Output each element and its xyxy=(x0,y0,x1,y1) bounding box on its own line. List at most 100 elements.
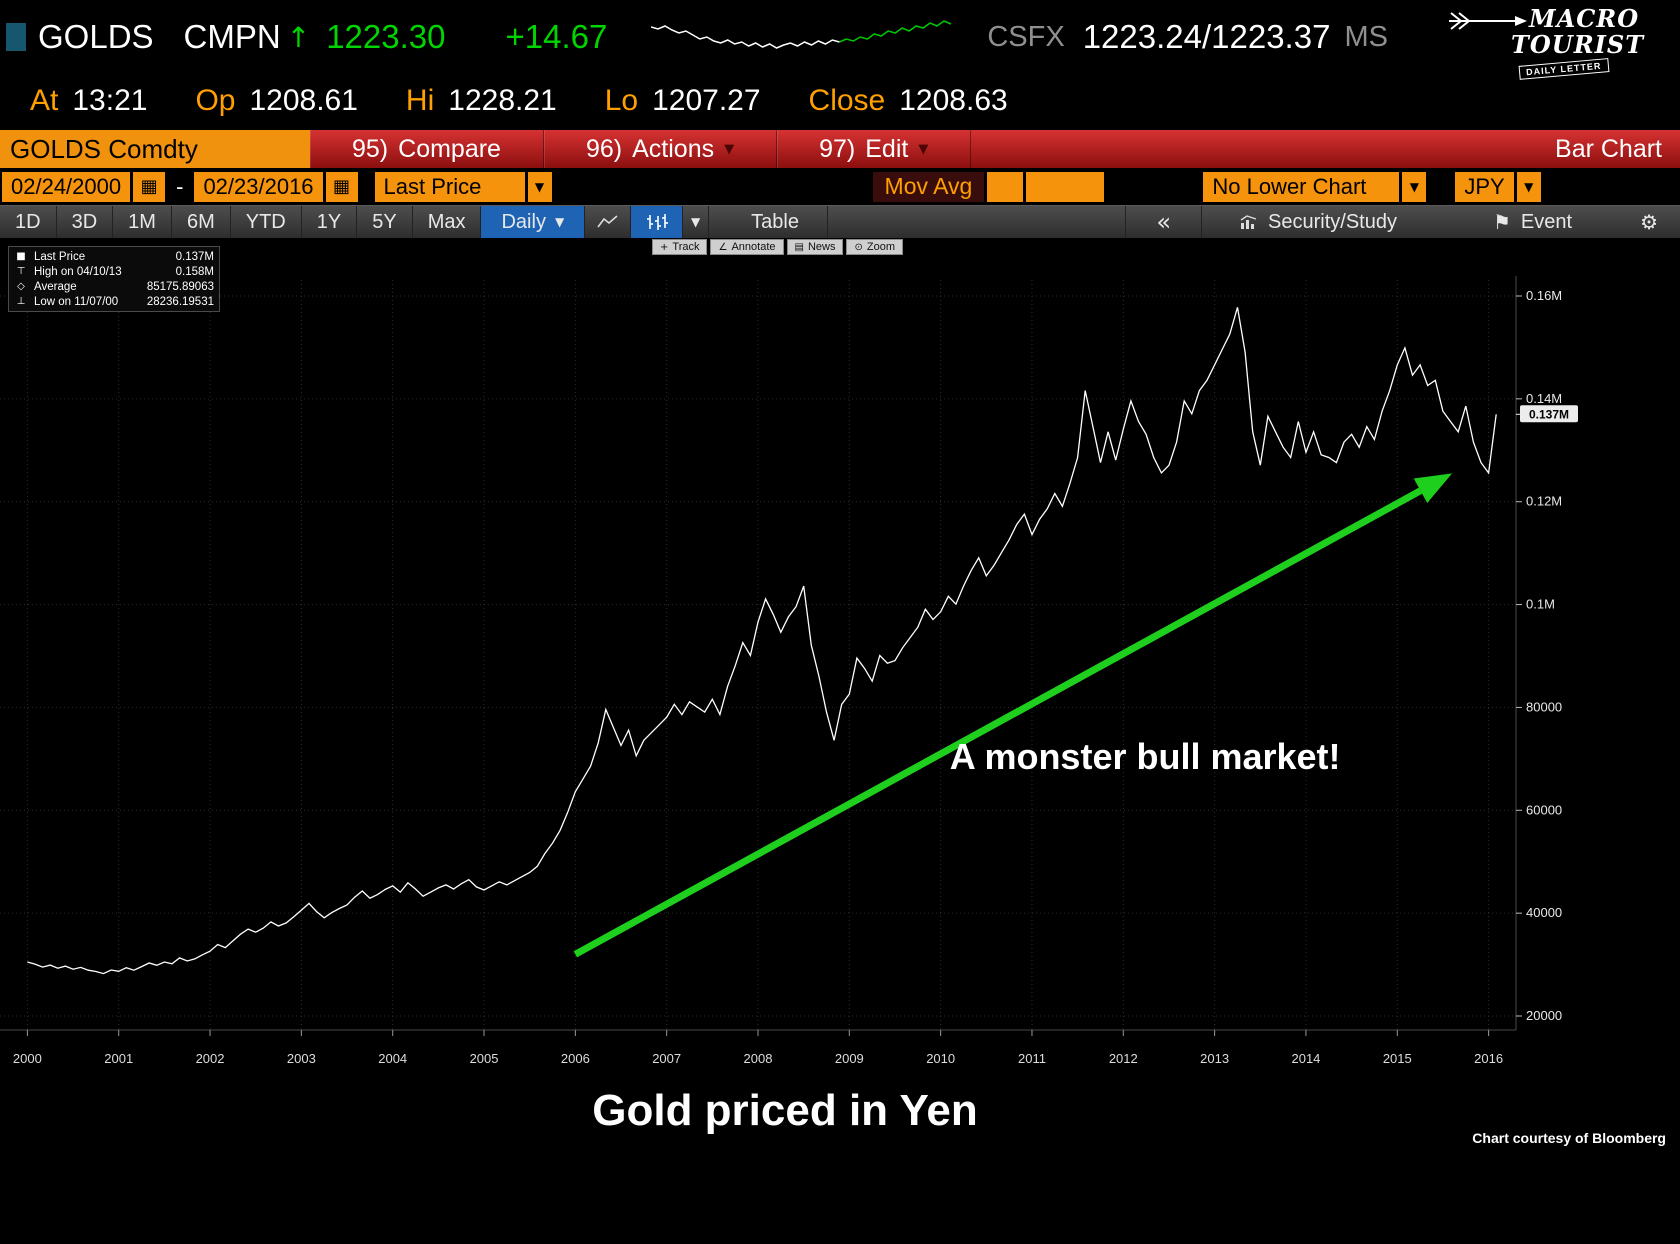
svg-text:2005: 2005 xyxy=(470,1051,499,1066)
legend-row-last-price: ■ Last Price 0.137M xyxy=(14,249,214,264)
bar-chart-button[interactable] xyxy=(631,206,684,238)
stat-close: Close 1208.63 xyxy=(809,84,1008,118)
price-type-select[interactable]: Last Price xyxy=(374,171,525,202)
logo-badge: DAILY LETTER xyxy=(1518,58,1609,80)
svg-text:40000: 40000 xyxy=(1526,905,1562,920)
table-tab[interactable]: Table xyxy=(723,206,828,238)
zoom-button[interactable]: ⊙ Zoom xyxy=(846,239,903,255)
ohlc-stats-row: At 13:21 Op 1208.61 Hi 1228.21 Lo 1207.2… xyxy=(30,84,1056,118)
quote-suffix: MS xyxy=(1344,20,1388,53)
legend-label: High on 04/10/13 xyxy=(34,265,122,278)
stat-value: 1208.61 xyxy=(249,84,358,117)
period-tab-5y[interactable]: 5Y xyxy=(357,206,413,238)
stat-open: Op 1208.61 xyxy=(195,84,357,118)
svg-text:2004: 2004 xyxy=(378,1051,407,1066)
svg-text:2008: 2008 xyxy=(744,1051,773,1066)
currency-select[interactable]: JPY xyxy=(1455,171,1514,202)
stat-value: 1228.21 xyxy=(448,84,557,117)
svg-text:2009: 2009 xyxy=(835,1051,864,1066)
svg-text:2010: 2010 xyxy=(926,1051,955,1066)
svg-text:2001: 2001 xyxy=(104,1051,133,1066)
line-chart-button[interactable] xyxy=(585,206,632,238)
calendar-icon[interactable]: ▦ xyxy=(133,171,166,202)
menu-key: 97) xyxy=(819,134,856,163)
date-to-field[interactable]: 02/23/2016 xyxy=(194,171,323,202)
stat-label: Lo xyxy=(604,84,639,117)
menu-label: Actions xyxy=(632,134,715,163)
mov-avg-input-1[interactable] xyxy=(987,171,1024,202)
period-tab-1y[interactable]: 1Y xyxy=(302,206,358,238)
menu-compare[interactable]: 95) Compare xyxy=(310,130,544,168)
mov-avg-input-2[interactable] xyxy=(1026,171,1105,202)
stat-label: Close xyxy=(808,84,886,117)
period-tab-1m[interactable]: 1M xyxy=(113,206,172,238)
news-button[interactable]: ▤ News xyxy=(786,239,844,255)
chart-tab-bar: 1D 3D 1M 6M YTD 1Y 5Y Max Daily ▼ xyxy=(0,205,1680,238)
security-study-button[interactable]: Security/Study xyxy=(1214,206,1423,238)
period-tab-6m[interactable]: 6M xyxy=(172,206,231,238)
caret-down-icon[interactable]: ▼ xyxy=(1516,171,1541,202)
menu-edit[interactable]: 97) Edit ▼ xyxy=(777,130,972,168)
logo-arrow-icon xyxy=(1449,12,1527,30)
annotate-icon: ∠ xyxy=(718,241,728,253)
menu-bar: GOLDS Comdty 95) Compare 96) Actions ▼ 9… xyxy=(0,130,1680,168)
frequency-select[interactable]: Daily ▼ xyxy=(481,206,586,238)
price-change: +14.67 xyxy=(505,18,608,55)
menu-key: 96) xyxy=(585,134,623,163)
annotate-label: Annotate xyxy=(731,241,776,253)
svg-text:2015: 2015 xyxy=(1383,1051,1412,1066)
caret-down-icon[interactable]: ▼ xyxy=(527,171,552,202)
average-marker-icon: ◇ xyxy=(17,281,25,292)
price-chart[interactable]: 0.16M 0.14M 0.12M 0.1M 80000 60000 40000 20000 2… xyxy=(0,238,1680,1078)
legend-label: Last Price xyxy=(34,250,86,263)
date-from-field[interactable]: 02/24/2000 xyxy=(2,171,131,202)
svg-text:0.137M: 0.137M xyxy=(1529,407,1569,421)
period-tab-max[interactable]: Max xyxy=(413,206,482,238)
period-tab-3d[interactable]: 3D xyxy=(57,206,114,238)
gear-icon[interactable]: ⚙ xyxy=(1640,210,1658,234)
chart-area: + Track ∠ Annotate ▤ News ⊙ Zoom ■ Last … xyxy=(0,238,1680,1078)
svg-text:2012: 2012 xyxy=(1109,1051,1138,1066)
menu-actions[interactable]: 96) Actions ▼ xyxy=(544,130,778,168)
svg-text:2014: 2014 xyxy=(1291,1051,1320,1066)
caret-down-icon: ▼ xyxy=(918,141,929,157)
last-price: 1223.30 xyxy=(326,18,446,55)
chart-type-label: Bar Chart xyxy=(1555,134,1662,163)
track-icon: + xyxy=(660,241,669,253)
logo-line1: MACRO xyxy=(1529,4,1640,33)
lower-chart-select[interactable]: No Lower Chart xyxy=(1203,171,1400,202)
svg-text:2016: 2016 xyxy=(1474,1051,1503,1066)
frequency-label: Daily xyxy=(501,210,546,233)
svg-text:2007: 2007 xyxy=(652,1051,681,1066)
svg-text:2003: 2003 xyxy=(287,1051,316,1066)
tabbar-spacer xyxy=(828,206,1125,238)
svg-text:2000: 2000 xyxy=(13,1051,42,1066)
collapse-panel-button[interactable]: « xyxy=(1125,206,1203,238)
chart-caption: Gold priced in Yen xyxy=(592,1086,978,1135)
legend-label: Low on 11/07/00 xyxy=(34,295,119,308)
stat-label: Op xyxy=(195,84,236,117)
svg-text:60000: 60000 xyxy=(1526,802,1562,817)
svg-text:2011: 2011 xyxy=(1018,1051,1046,1066)
track-button[interactable]: + Track xyxy=(652,239,708,255)
calendar-icon[interactable]: ▦ xyxy=(325,171,358,202)
stat-label: Hi xyxy=(405,84,435,117)
bar-chart-icon xyxy=(646,214,668,230)
svg-text:80000: 80000 xyxy=(1526,699,1562,714)
quote-source: CSFX xyxy=(987,20,1065,53)
caret-down-icon: ▼ xyxy=(554,215,565,229)
period-tab-1d[interactable]: 1D xyxy=(0,206,57,238)
menu-key: 95) xyxy=(352,134,389,163)
svg-text:0.14M: 0.14M xyxy=(1526,391,1562,406)
annotate-button[interactable]: ∠ Annotate xyxy=(710,239,784,255)
period-tab-ytd[interactable]: YTD xyxy=(231,206,302,238)
intraday-sparkline xyxy=(651,20,952,49)
track-label: Track xyxy=(672,241,700,253)
svg-text:A monster bull market!: A monster bull market! xyxy=(950,736,1341,777)
event-button[interactable]: ⚑ Event xyxy=(1463,206,1602,238)
caret-down-icon[interactable]: ▼ xyxy=(683,206,710,238)
flag-icon: ⚑ xyxy=(1492,210,1511,234)
legend-value: 0.137M xyxy=(175,250,214,263)
caret-down-icon[interactable]: ▼ xyxy=(1402,171,1427,202)
event-label: Event xyxy=(1520,210,1573,233)
